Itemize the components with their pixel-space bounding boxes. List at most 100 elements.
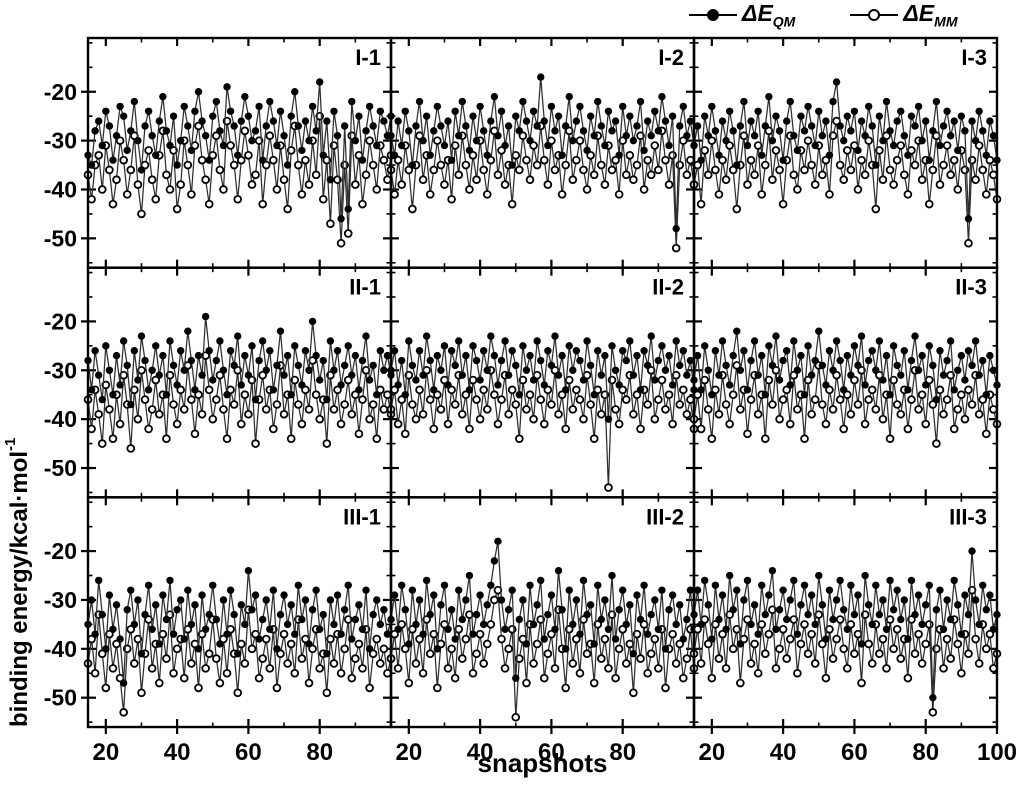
series-qm-marker [173, 381, 181, 389]
series-qm-marker [740, 347, 748, 355]
panel-label: III-2 [646, 504, 684, 529]
series-qm-marker [348, 635, 356, 643]
series-qm-marker [209, 112, 217, 120]
series-mm-marker [661, 405, 670, 414]
series-qm-marker [483, 601, 491, 609]
series-qm-marker [344, 581, 352, 589]
series-qm-marker [825, 347, 834, 355]
series-qm-marker [818, 361, 827, 370]
series-qm-marker [365, 102, 374, 111]
series-qm-marker [405, 337, 413, 345]
series-mm-marker [347, 409, 357, 419]
series-mm-marker [94, 150, 103, 160]
series-mm-marker [721, 400, 731, 409]
series-qm-marker [537, 356, 545, 365]
series-mm-marker [864, 395, 873, 404]
series-mm-marker [818, 400, 827, 409]
series-mm-marker [486, 620, 496, 629]
series-qm-marker [494, 537, 502, 546]
series-qm-marker [654, 127, 663, 135]
series-mm-marker [775, 165, 784, 175]
series-qm-marker [957, 351, 966, 360]
series-qm-marker [169, 630, 178, 638]
series-qm-marker [989, 366, 998, 374]
series-mm-marker [251, 439, 260, 448]
series-qm-marker [954, 366, 962, 374]
series-mm-marker [187, 190, 196, 199]
series-mm-marker [714, 654, 724, 663]
series-mm-marker [358, 199, 367, 209]
series-mm-marker [982, 429, 991, 439]
series-mm-marker [946, 654, 955, 663]
series-qm-marker [829, 615, 837, 624]
series-mm-marker [358, 664, 367, 673]
legend-label-qm: ΔEQM [742, 0, 796, 30]
series-qm-marker [262, 122, 270, 130]
series-mm-marker [511, 712, 521, 722]
series-mm-marker [721, 664, 731, 673]
series-qm-marker [854, 146, 862, 155]
series-qm-marker [793, 146, 802, 155]
series-mm-marker [115, 419, 125, 429]
series-mm-marker [279, 409, 289, 419]
series-qm-marker [258, 156, 267, 164]
series-qm-marker [936, 141, 944, 150]
series-mm-marker [839, 424, 849, 434]
series-mm-marker [664, 180, 674, 189]
series-qm-marker [540, 381, 548, 389]
series-mm-marker [372, 185, 382, 194]
series-mm-marker [575, 395, 585, 404]
series-qm-marker [936, 347, 944, 355]
series-mm-marker [226, 141, 235, 150]
series-mm-marker [850, 649, 859, 659]
series-mm-marker [614, 190, 624, 199]
series-qm-marker [782, 117, 791, 125]
series-qm-marker [929, 693, 937, 702]
series-qm-marker [750, 132, 759, 140]
series-qm-marker [840, 386, 848, 394]
series-qm-marker [911, 332, 919, 340]
series-qm-marker [184, 586, 192, 594]
series-mm-marker [365, 683, 374, 693]
series-mm-marker [254, 673, 264, 683]
series-mm-marker [219, 185, 228, 194]
series-mm-marker [429, 629, 439, 639]
series-mm-marker [490, 595, 499, 605]
series-mm-marker [807, 409, 816, 419]
series-mm-marker [967, 155, 977, 165]
series-mm-marker [450, 673, 460, 683]
series-mm-marker [921, 639, 931, 649]
series-qm-marker [822, 635, 830, 643]
series-qm-marker [501, 141, 509, 150]
series-qm-marker [572, 596, 581, 604]
series-qm-marker [590, 132, 598, 140]
series-mm-marker [187, 659, 196, 668]
series-mm-marker [924, 620, 934, 629]
y-tick-label: -50 [44, 225, 77, 251]
series-qm-marker [950, 576, 958, 585]
series-qm-marker [854, 591, 862, 599]
series-mm-marker [621, 170, 631, 180]
series-mm-marker [935, 180, 945, 189]
series-qm-marker [219, 596, 228, 604]
series-qm-marker [775, 606, 784, 614]
series-qm-marker [369, 122, 377, 130]
series-qm-marker [112, 601, 121, 609]
x-tick-label: 40 [770, 739, 797, 766]
series-mm-marker [240, 659, 250, 668]
series-qm-marker [152, 342, 160, 350]
series-mm-marker [857, 678, 866, 688]
series-qm-marker [462, 596, 470, 604]
series-mm-marker [379, 155, 389, 165]
series-mm-marker [589, 678, 599, 688]
series-qm-marker [230, 610, 238, 619]
series-qm-marker [298, 146, 306, 155]
series-qm-marker [989, 625, 998, 633]
series-mm-marker [967, 400, 977, 409]
series-qm-marker [697, 620, 705, 629]
series-qm-marker [982, 606, 991, 614]
series-qm-marker [932, 97, 941, 106]
series-qm-marker [900, 347, 909, 355]
series-mm-marker [646, 649, 656, 659]
x-tick-label: 20 [395, 739, 422, 766]
